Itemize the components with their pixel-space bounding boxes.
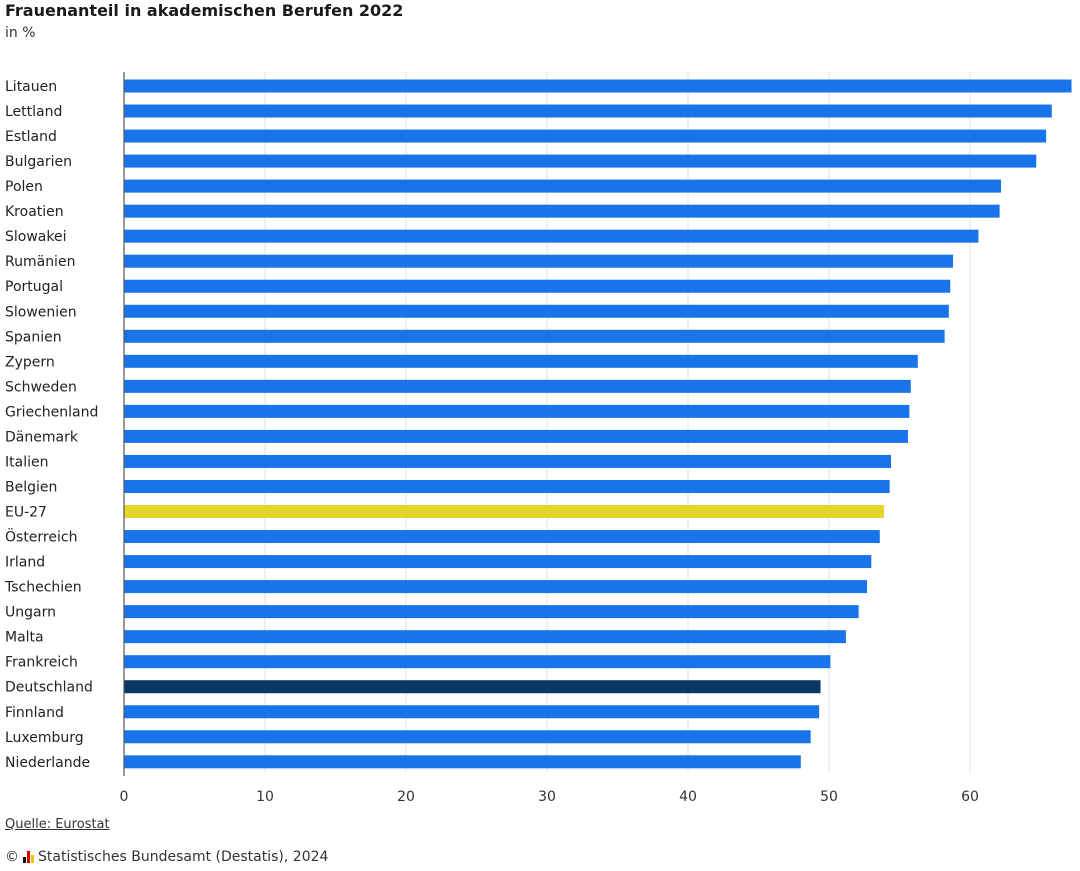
bar [124,680,821,694]
chart-title: Frauenanteil in akademischen Berufen 202… [5,1,404,20]
bar [124,229,979,243]
bar [124,580,868,594]
bar [124,104,1052,118]
bar [124,179,1002,193]
category-label: Malta [5,630,44,646]
bar [124,454,892,468]
bar [124,279,951,293]
bar [124,530,880,544]
x-tick-label: 60 [961,789,979,805]
bar [124,655,831,669]
bar [124,304,949,318]
copyright-line: © Statistisches Bundesamt (Destatis), 20… [5,849,328,865]
bar-chart: 0 10 20 30 40 50 60 Litauen Lettland Estland Bulga… [4,72,1072,805]
category-label: Tschechien [4,580,82,596]
category-label: Ungarn [5,605,56,621]
destatis-logo-icon [23,851,34,863]
chart-subtitle: in % [5,25,36,41]
bar [124,329,945,343]
bar [124,630,846,644]
category-label: Griechenland [5,404,98,420]
category-label: Belgien [5,479,57,495]
bar [124,129,1047,143]
bar [124,379,911,393]
category-label: Slowenien [5,304,77,320]
category-label: EU-27 [5,505,47,521]
copyright-text: Statistisches Bundesamt (Destatis), 2024 [38,849,329,865]
category-label: Frankreich [5,655,78,671]
bar [124,254,954,268]
x-tick-label: 20 [397,789,415,805]
category-label: Rumänien [5,254,75,270]
bar [124,429,908,443]
bar [124,204,1000,218]
category-label: Bulgarien [5,154,72,170]
bar [124,730,811,744]
bar [124,79,1072,93]
bar [124,354,918,368]
category-label: Litauen [5,79,57,95]
category-label: Irland [5,555,45,571]
source-link[interactable]: Quelle: Eurostat [5,817,110,832]
bar [124,555,872,569]
category-label: Österreich [5,528,77,546]
category-label: Polen [5,179,43,195]
x-tick-label: 50 [820,789,838,805]
copyright-symbol: © [5,849,19,865]
category-label: Portugal [5,279,63,295]
category-label: Deutschland [5,680,93,696]
category-label: Spanien [5,329,62,345]
category-label: Niederlande [5,755,90,771]
category-label: Luxemburg [5,730,84,746]
category-label: Finnland [5,705,64,721]
bar [124,479,890,493]
x-tick-label: 30 [538,789,556,805]
bar [124,705,820,719]
bar [124,605,859,619]
category-label: Slowakei [5,229,66,245]
category-label: Dänemark [5,429,79,445]
category-label: Schweden [5,379,77,395]
bar [124,154,1037,168]
category-label: Estland [5,129,57,145]
x-tick-label: 40 [679,789,697,805]
x-tick-label: 10 [256,789,274,805]
bar [124,755,801,769]
category-label: Italien [5,454,48,470]
bar [124,505,884,519]
x-tick-label: 0 [120,789,129,805]
category-label: Lettland [5,104,62,120]
bar [124,404,910,418]
category-label: Kroatien [5,204,64,220]
category-label: Zypern [5,354,55,370]
